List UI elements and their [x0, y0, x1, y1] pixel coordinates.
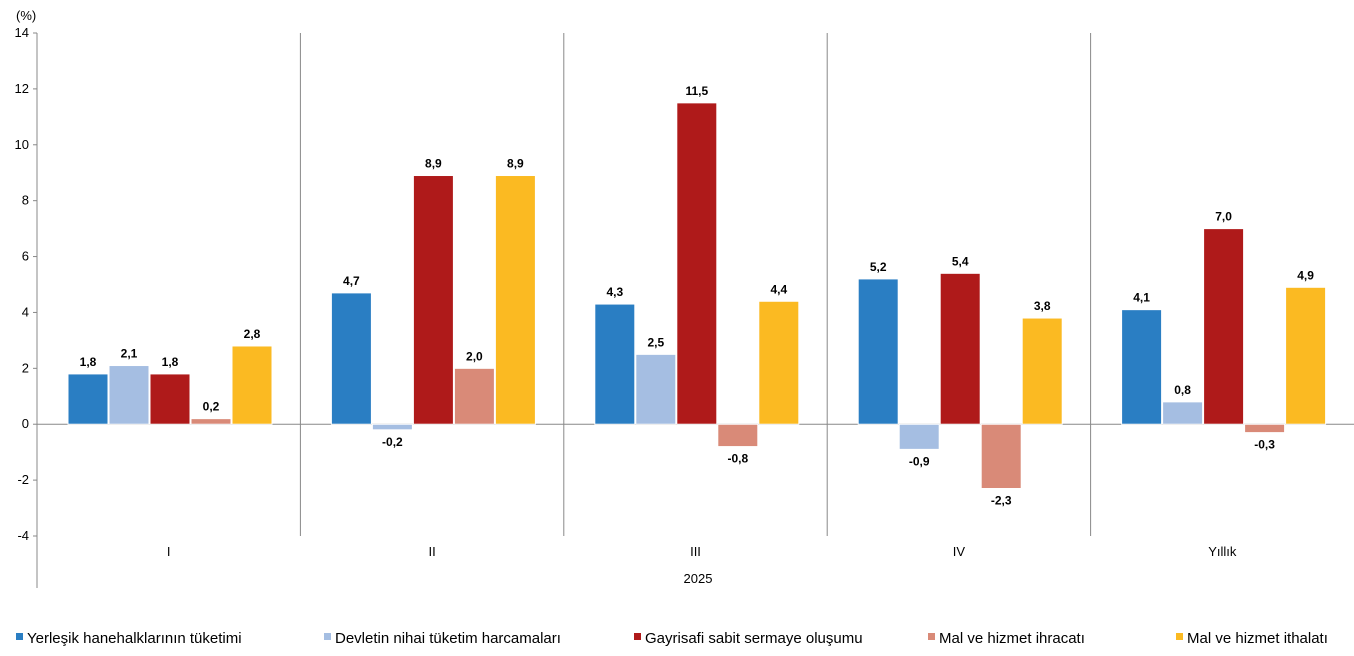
bar	[1244, 423, 1286, 434]
data-label: -2,3	[991, 493, 1012, 507]
legend-swatch	[1176, 633, 1183, 640]
data-label: 8,9	[425, 157, 442, 171]
legend-label: Mal ve hizmet ithalatı	[1187, 630, 1328, 647]
y-tick-label: 6	[22, 249, 29, 264]
legend-item: Mal ve hizmet ihracatı	[928, 630, 1085, 647]
data-label: -0,3	[1254, 438, 1275, 452]
data-label: 8,9	[507, 157, 524, 171]
bar	[1203, 228, 1245, 425]
data-label: 1,8	[80, 355, 97, 369]
legend-label: Yerleşik hanehalklarının tüketimi	[27, 630, 242, 647]
y-tick-label: 0	[22, 416, 29, 431]
data-label: -0,9	[909, 454, 930, 468]
bar	[330, 292, 372, 425]
bar	[1162, 401, 1204, 425]
data-label: 4,7	[343, 274, 360, 288]
data-label: 4,1	[1133, 291, 1150, 305]
data-label: -0,2	[382, 435, 403, 449]
data-label: 4,9	[1297, 268, 1314, 282]
x-tick-label: II	[428, 544, 435, 559]
data-label: 2,1	[121, 347, 138, 361]
x-tick-label: Yıllık	[1208, 544, 1237, 559]
group-label: 2025	[684, 571, 713, 586]
data-label: 2,0	[466, 349, 483, 363]
bar	[635, 353, 677, 425]
bar	[717, 423, 759, 448]
x-tick-label: IV	[953, 544, 966, 559]
y-tick-label: 14	[15, 25, 29, 40]
data-label: 5,2	[870, 260, 887, 274]
bar	[453, 367, 495, 425]
legend-label: Gayrisafi sabit sermaye oluşumu	[645, 630, 863, 647]
y-tick-label: -2	[17, 472, 29, 487]
bar	[898, 423, 940, 450]
legend-label: Devletin nihai tüketim harcamaları	[335, 630, 561, 647]
bar	[758, 300, 800, 425]
legend-swatch	[324, 633, 331, 640]
bar	[190, 418, 232, 425]
legend-item: Yerleşik hanehalklarının tüketimi	[16, 630, 242, 647]
bar	[494, 175, 536, 425]
y-unit-label: (%)	[16, 8, 36, 23]
legend-label: Mal ve hizmet ihracatı	[939, 630, 1085, 647]
bar	[980, 423, 1022, 489]
data-label: 1,8	[162, 355, 179, 369]
y-tick-label: 2	[22, 360, 29, 375]
data-label: 2,8	[244, 327, 261, 341]
y-tick-label: -4	[17, 528, 29, 543]
bar	[67, 373, 109, 425]
bar	[108, 365, 150, 425]
data-label: 2,5	[647, 335, 664, 349]
bar	[412, 175, 454, 425]
legend-item: Mal ve hizmet ithalatı	[1176, 630, 1328, 647]
y-tick-label: 12	[15, 81, 29, 96]
data-label: 0,2	[203, 400, 220, 414]
bar	[149, 373, 191, 425]
data-label: -0,8	[727, 452, 748, 466]
bar	[231, 345, 273, 425]
y-tick-label: 4	[22, 304, 29, 319]
bar	[857, 278, 899, 425]
legend-item: Gayrisafi sabit sermaye oluşumu	[634, 630, 863, 647]
data-label: 7,0	[1215, 210, 1232, 224]
y-tick-label: 10	[15, 137, 29, 152]
x-tick-label: III	[690, 544, 701, 559]
data-label: 5,4	[952, 254, 969, 268]
data-label: 4,4	[770, 282, 787, 296]
legend-swatch	[16, 633, 23, 640]
legend-swatch	[928, 633, 935, 640]
bar	[1121, 309, 1163, 425]
bar	[676, 102, 718, 425]
data-label: 4,3	[606, 285, 623, 299]
x-tick-label: I	[167, 544, 171, 559]
data-label: 0,8	[1174, 383, 1191, 397]
bar	[939, 272, 981, 425]
legend-item: Devletin nihai tüketim harcamaları	[324, 630, 561, 647]
bar	[594, 303, 636, 425]
y-tick-label: 8	[22, 193, 29, 208]
data-label: 3,8	[1034, 299, 1051, 313]
bar	[1285, 286, 1327, 425]
bar	[1021, 317, 1063, 425]
legend-swatch	[634, 633, 641, 640]
bar	[371, 423, 413, 431]
data-label: 11,5	[685, 84, 708, 98]
